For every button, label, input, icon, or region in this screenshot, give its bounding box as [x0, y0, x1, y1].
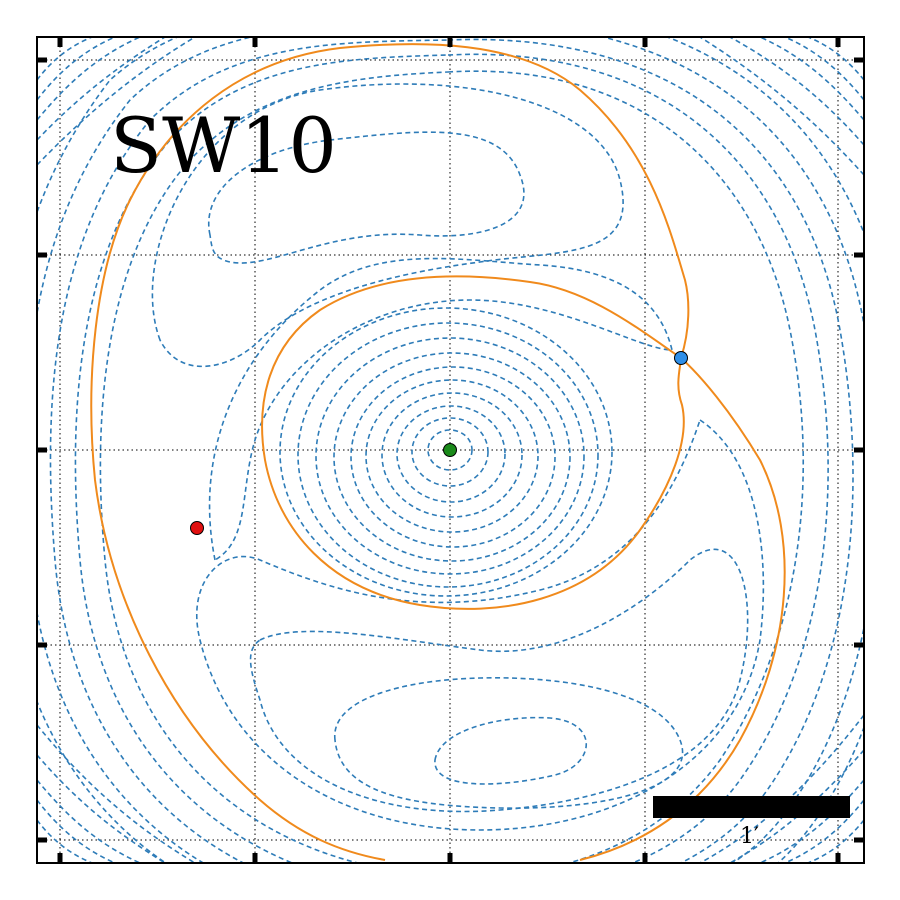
panel-label: SW10	[110, 101, 337, 190]
grid-lines	[37, 37, 864, 863]
red-point	[190, 521, 204, 535]
separatrix-outer-top	[90, 43, 690, 861]
lobe-contours	[151, 83, 765, 831]
separatrix	[90, 43, 786, 861]
scale-bar	[653, 796, 850, 818]
scale-bar-label: 1′	[740, 824, 759, 849]
axis-ticks	[37, 37, 864, 863]
plot-area	[37, 37, 864, 863]
separatrix-outer-right	[579, 357, 786, 861]
saddle-point	[674, 351, 688, 365]
corner-contours	[37, 37, 864, 863]
separatrix-inner-loop	[261, 275, 685, 610]
inner-contours	[279, 307, 613, 597]
center-point	[443, 443, 457, 457]
